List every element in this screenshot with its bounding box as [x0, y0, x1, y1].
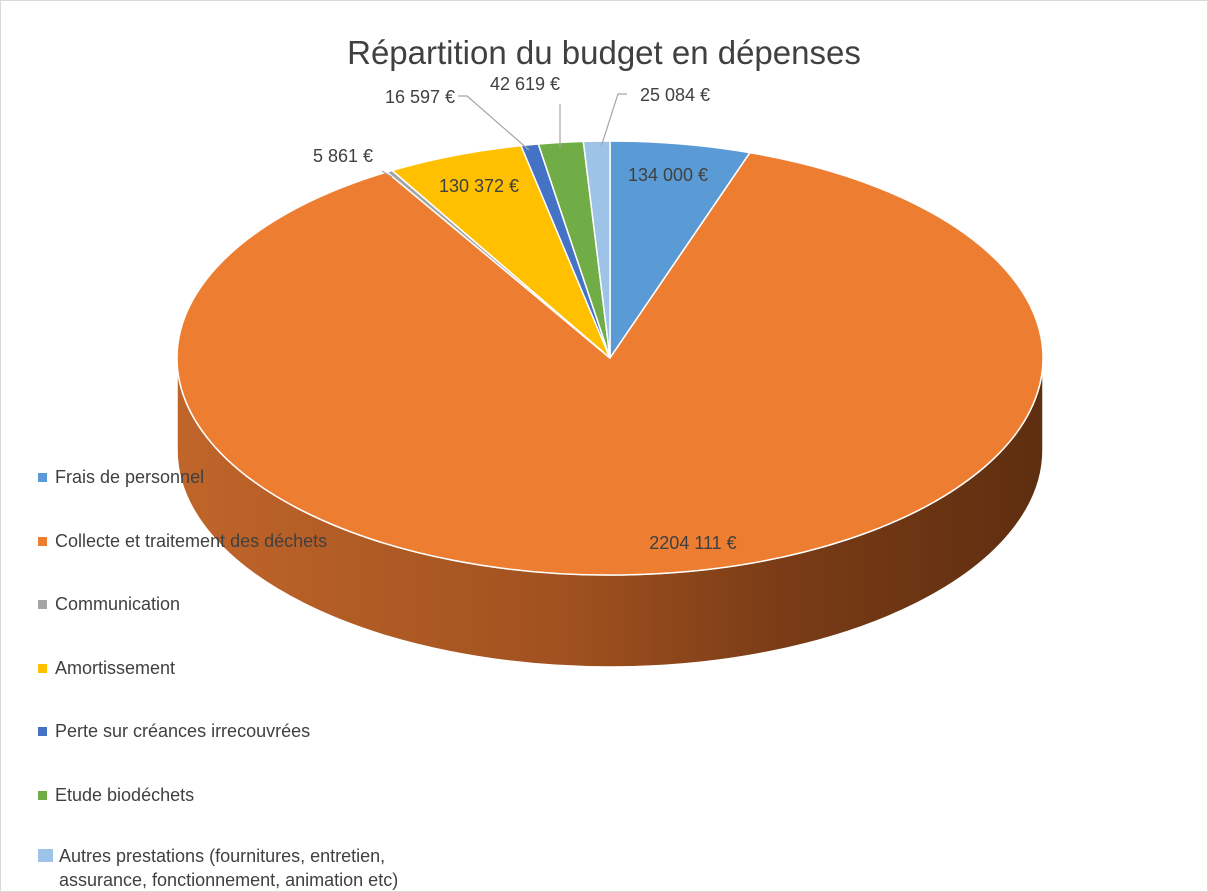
leader-line-4 [458, 95, 530, 151]
data-label-5: 42 619 € [490, 74, 560, 94]
legend-swatch [38, 849, 53, 862]
legend-item: Autres prestations (fournitures, entreti… [38, 844, 438, 892]
data-label-4: 16 597 € [385, 87, 455, 107]
pie-slice-0 [609, 140, 751, 359]
legend-item: Communication [38, 592, 180, 616]
legend-label: Collecte et traitement des déchets [55, 530, 328, 551]
legend-item: Frais de personnel [38, 465, 204, 489]
legend-swatch [38, 536, 47, 546]
legend-label: Amortissement [55, 657, 176, 678]
chart-title: Répartition du budget en dépenses [347, 34, 861, 71]
leader-line-6 [600, 93, 627, 148]
legend-item: Collecte et traitement des déchets [38, 529, 327, 553]
legend-label: Communication [55, 594, 181, 614]
legend-label: Autres prestations (fournitures, entreti… [59, 846, 399, 890]
legend-swatch [38, 663, 47, 673]
legend-swatch [38, 790, 47, 800]
pie-slice-1 [176, 151, 1044, 576]
legend-item: Amortissement [38, 656, 175, 680]
legend-item: Etude biodéchets [38, 783, 194, 807]
data-label-2: 5 861 € [313, 146, 373, 166]
legend-label: Perte sur créances irrecouvrées [55, 721, 311, 741]
pie-slice-6 [582, 140, 611, 359]
legend-swatch [38, 727, 47, 736]
data-label-6: 25 084 € [640, 85, 710, 105]
data-label-0: 134 000 € [628, 165, 708, 185]
legend-swatch [38, 473, 47, 482]
leader-line-2 [381, 170, 393, 178]
data-label-3: 130 372 € [439, 176, 519, 196]
data-label-1: 2204 111 € [649, 533, 736, 553]
legend-label: Etude biodéchets [55, 784, 195, 805]
legend-item: Perte sur créances irrecouvrées [38, 719, 310, 743]
legend-swatch [38, 600, 47, 609]
legend-label: Frais de personnel [55, 467, 205, 487]
